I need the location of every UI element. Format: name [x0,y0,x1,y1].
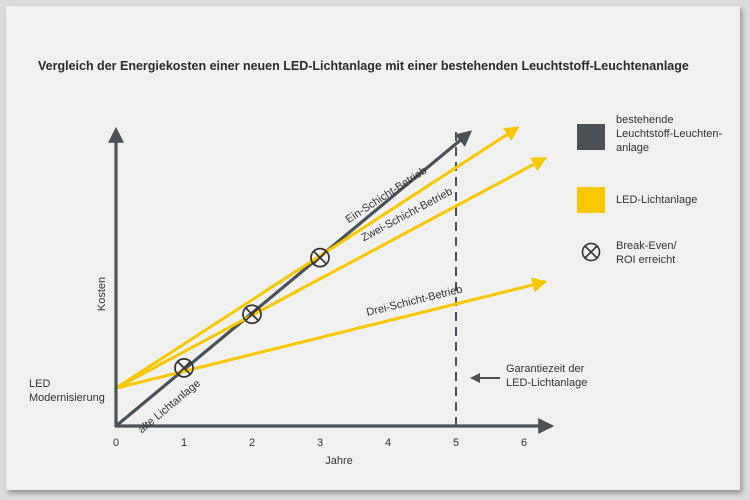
legend-break-even-icon [581,242,601,262]
legend-label-led: LED-Lichtanlage [616,194,697,206]
legend-label-break-even-line1: Break-Even/ [616,240,677,252]
y-start-label-line2: Modernisierung [29,392,105,404]
legend-label-fluorescent-line1: bestehende [616,114,674,126]
legend-label-fluorescent-line3: anlage [616,142,649,154]
legend-label-break-even-line2: ROI erreicht [616,254,675,266]
break-even-marker-1 [174,358,194,378]
y-start-label: LED Modernisierung [29,378,105,404]
legend-swatch-fluorescent [577,124,605,150]
chart-title: Vergleich der Energiekosten einer neuen … [38,59,689,73]
break-even-cross-b [177,360,191,375]
break-even-cross-b [245,307,259,322]
legend-swatch-led [577,187,605,213]
break-even-cross-b [313,250,327,265]
guarantee-label-line2: LED-Lichtanlage [506,377,587,389]
guarantee-annotation: Garantiezeit der LED-Lichtanlage [470,363,587,389]
series-line-one-shift [115,126,520,390]
legend: bestehende Leuchtstoff-Leuchten- anlage … [577,114,725,266]
guarantee-label-line1: Garantiezeit der [506,363,585,375]
series-line-two-shift [115,157,548,390]
break-even-marker-3 [310,247,330,268]
break-even-circle [174,358,194,378]
break-even-marker-2 [242,304,262,325]
chart-frame: Vergleich der Energiekosten einer neuen … [6,6,740,490]
x-tick-label-6: 6 [521,437,527,449]
y-start-label-line1: LED [29,378,50,390]
chart: Vergleich der Energiekosten einer neuen … [29,59,725,467]
x-tick-label-0: 0 [113,437,119,449]
legend-label-fluorescent: bestehende Leuchtstoff-Leuchten- anlage [616,114,725,154]
guarantee-label: Garantiezeit der LED-Lichtanlage [506,363,587,389]
legend-label-fluorescent-line2: Leuchtstoff-Leuchten- [616,128,723,140]
break-even-circle [310,247,330,268]
x-tick-label-3: 3 [317,437,323,449]
series-line-old-installation [114,130,473,428]
y-axis-label: Kosten [96,277,108,311]
x-tick-label-1: 1 [181,437,187,449]
x-tick-label-2: 2 [249,437,255,449]
break-even-circle [242,304,262,325]
x-tick-label-4: 4 [385,437,391,449]
x-tick-label-5: 5 [453,437,459,449]
x-axis-label: Jahre [325,455,353,467]
legend-label-break-even: Break-Even/ ROI erreicht [616,240,680,266]
